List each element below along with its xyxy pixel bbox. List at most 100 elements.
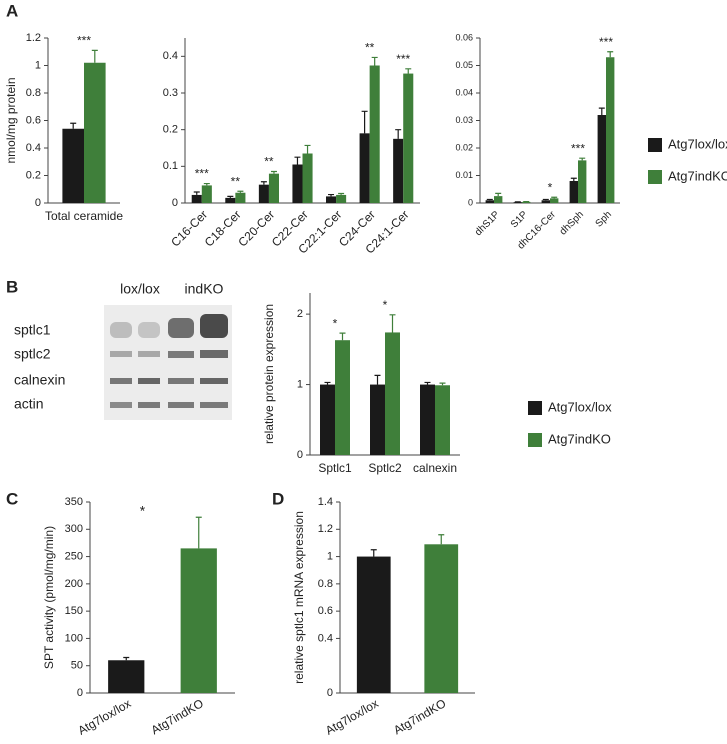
bar: [393, 138, 404, 203]
significance: **: [264, 155, 274, 169]
blot-row-label: calnexin: [14, 372, 65, 388]
y-tick-label: 0.3: [163, 87, 178, 99]
bar: [385, 332, 400, 455]
error-bar: [439, 382, 446, 386]
y-tick-label: 0.4: [26, 142, 41, 154]
western-blot: [104, 305, 232, 420]
error-bar: [123, 656, 130, 661]
bar: [268, 173, 279, 203]
error-bar: [304, 144, 311, 154]
error-bar: [405, 68, 412, 74]
bar: [597, 115, 606, 203]
y-axis-label: relative protein expression: [262, 304, 276, 444]
y-tick-label: 0: [327, 687, 333, 699]
y-tick-label: 300: [65, 523, 83, 535]
error-bar: [389, 314, 396, 333]
significance: **: [231, 174, 241, 188]
y-tick-label: 0.2: [26, 169, 41, 181]
bar: [435, 385, 450, 455]
y-tick-label: 0.4: [318, 632, 333, 644]
x-tick-label: C20-Cer: [235, 207, 277, 249]
error-bar: [374, 374, 381, 385]
y-tick-label: 0: [172, 197, 178, 209]
bar: [513, 202, 522, 203]
significance: ***: [195, 167, 209, 181]
bar: [292, 164, 303, 203]
x-tick-label: Atg7indKO: [391, 696, 448, 737]
y-tick-label: 1: [35, 59, 41, 71]
y-tick-label: 100: [65, 632, 83, 644]
error-bar: [486, 198, 493, 201]
bar: [494, 196, 503, 203]
significance: ***: [396, 52, 410, 66]
blot-row-label: sptlc1: [14, 322, 51, 338]
bar: [225, 197, 236, 203]
bar: [522, 201, 531, 203]
error-bar: [579, 157, 586, 161]
legend-swatch: [648, 170, 662, 184]
panel-label: D: [272, 489, 284, 508]
bar: [569, 181, 578, 203]
bar: [606, 57, 615, 203]
error-bar: [495, 192, 502, 197]
error-bar: [438, 534, 445, 545]
error-bar: [324, 381, 331, 385]
x-tick-label: S1P: [509, 209, 530, 230]
bar: [578, 160, 587, 203]
y-tick-label: 200: [65, 578, 83, 590]
x-tick-label: Atg7indKO: [149, 696, 206, 737]
y-tick-label: 0: [468, 197, 473, 207]
error-bar: [338, 192, 345, 195]
error-bar: [424, 381, 431, 385]
y-tick-label: 0.03: [455, 115, 473, 125]
bar: [403, 73, 414, 203]
bar: [180, 548, 217, 693]
x-tick-label: C18-Cer: [202, 207, 244, 249]
y-tick-label: 150: [65, 605, 83, 617]
error-bar: [195, 516, 202, 549]
bar: [62, 128, 84, 203]
y-axis-label: relative sptlc1 mRNA expression: [292, 511, 306, 684]
y-axis-label: nmol/mg protein: [4, 77, 18, 163]
y-tick-label: 0.8: [26, 87, 41, 99]
legend-label: Atg7lox/lox: [668, 136, 727, 151]
bar: [336, 194, 347, 203]
bar: [485, 200, 494, 203]
bar: [258, 184, 269, 203]
blot-row-label: sptlc2: [14, 346, 51, 362]
y-tick-label: 2: [297, 308, 303, 320]
significance: **: [365, 41, 375, 55]
bar: [320, 384, 335, 455]
error-bar: [91, 49, 98, 63]
legend-swatch: [648, 138, 662, 152]
blot-column-label: indKO: [185, 281, 224, 297]
x-tick-label: Atg7lox/lox: [323, 696, 381, 737]
significance: *: [548, 180, 553, 194]
y-tick-label: 50: [71, 660, 83, 672]
y-tick-label: 250: [65, 550, 83, 562]
bar: [191, 194, 202, 203]
x-tick-label: dhSph: [558, 209, 586, 237]
legend-label: Atg7indKO: [548, 431, 611, 446]
y-axis-label: SPT activity (pmol/mg/min): [42, 526, 56, 669]
error-bar: [598, 107, 605, 115]
y-tick-label: 1.2: [318, 523, 333, 535]
error-bar: [339, 332, 346, 341]
y-tick-label: 0.05: [455, 60, 473, 70]
y-tick-label: 1.4: [318, 496, 333, 508]
y-tick-label: 0.1: [163, 160, 178, 172]
bar: [201, 185, 212, 203]
y-tick-label: 0.01: [455, 170, 473, 180]
error-bar: [237, 190, 244, 193]
y-tick-label: 0.04: [455, 87, 473, 97]
bar: [356, 556, 391, 693]
error-bar: [270, 170, 277, 174]
bar: [359, 133, 370, 203]
panel-label: A: [6, 1, 18, 20]
y-tick-label: 0.2: [163, 124, 178, 136]
legend-label: Atg7indKO: [668, 168, 727, 183]
error-bar: [551, 196, 558, 199]
y-tick-label: 0: [297, 449, 303, 461]
error-bar: [227, 195, 234, 198]
y-tick-label: 0.02: [455, 142, 473, 152]
